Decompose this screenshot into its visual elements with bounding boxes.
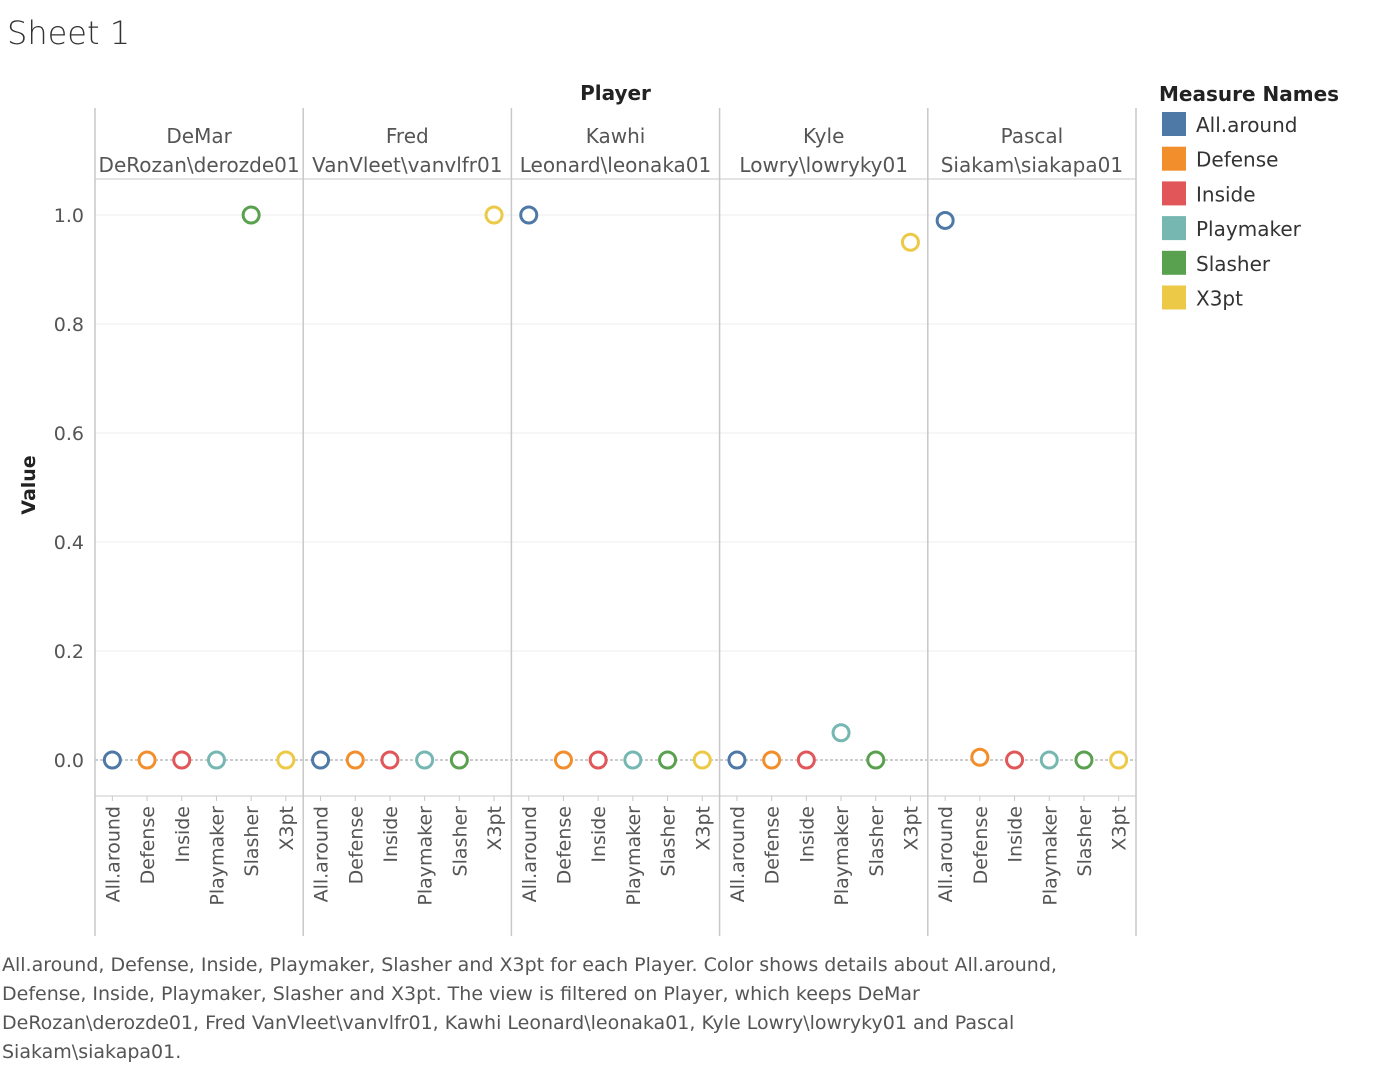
x-tick-label: X3pt: [1109, 806, 1131, 851]
data-point: [519, 205, 539, 225]
data-point: [206, 750, 226, 770]
x-tick-label: All.around: [935, 806, 957, 902]
player-header-line2: Lowry\lowryky01: [739, 153, 908, 177]
x-tick-label: Playmaker: [623, 806, 645, 906]
x-tick-label: X3pt: [484, 806, 506, 851]
data-point: [1005, 750, 1025, 770]
legend-swatch: [1162, 181, 1186, 206]
data-point: [1039, 750, 1059, 770]
x-tick-label: Defense: [762, 806, 784, 884]
data-point: [553, 750, 573, 770]
y-tick-label: 1.0: [54, 205, 84, 227]
y-tick-label: 0.2: [54, 641, 84, 663]
x-tick-label: Inside: [380, 806, 402, 863]
player-header-line2: DeRozan\derozde01: [99, 153, 300, 177]
x-tick-label: Inside: [588, 806, 610, 863]
data-point: [311, 750, 331, 770]
player-header-line1: Kyle: [803, 124, 844, 148]
x-tick-label: Slasher: [866, 806, 888, 877]
data-point: [484, 205, 504, 225]
data-point: [970, 747, 990, 767]
player-header-line1: Kawhi: [586, 124, 646, 148]
y-tick-label: 0.8: [54, 314, 84, 336]
x-tick-label: Defense: [553, 806, 575, 884]
data-point: [415, 750, 435, 770]
chart-caption: All.around, Defense, Inside, Playmaker, …: [2, 954, 1057, 1063]
x-tick-label: Defense: [970, 806, 992, 884]
data-point: [866, 750, 886, 770]
x-tick-label: Defense: [137, 806, 159, 884]
data-point: [241, 205, 261, 225]
data-point: [172, 750, 192, 770]
x-tick-label: All.around: [519, 806, 541, 902]
x-tick-label: All.around: [311, 806, 333, 902]
player-header-line1: Fred: [386, 124, 429, 148]
data-point: [796, 750, 816, 770]
y-axis-title: Value: [18, 455, 40, 514]
legend-label: X3pt: [1196, 287, 1243, 311]
x-tick-label: Defense: [345, 806, 367, 884]
data-point: [137, 750, 157, 770]
data-point: [692, 750, 712, 770]
data-point: [900, 232, 920, 252]
x-tick-label: Slasher: [658, 806, 680, 877]
x-tick-label: Inside: [172, 806, 194, 863]
x-tick-label: X3pt: [900, 806, 922, 851]
legend-label: Slasher: [1196, 252, 1271, 276]
x-tick-label: Playmaker: [1039, 806, 1061, 906]
x-tick-label: Playmaker: [415, 806, 437, 906]
data-point: [1109, 750, 1129, 770]
x-tick-label: Playmaker: [206, 806, 228, 906]
column-header-title: Player: [580, 81, 651, 105]
player-header-line1: Pascal: [1001, 124, 1064, 148]
player-header-line2: Siakam\siakapa01: [941, 153, 1123, 177]
data-point: [762, 750, 782, 770]
y-tick-label: 0.0: [54, 750, 84, 772]
legend-swatch: [1162, 146, 1186, 171]
legend-swatch: [1162, 250, 1186, 275]
player-header-line2: Leonard\leonaka01: [520, 153, 712, 177]
data-point: [935, 210, 955, 230]
x-tick-label: All.around: [102, 806, 124, 902]
legend-swatch: [1162, 285, 1186, 310]
y-tick-label: 0.4: [54, 532, 84, 554]
legend-label: Defense: [1196, 148, 1278, 172]
player-header-line2: VanVleet\vanvlfr01: [312, 153, 502, 177]
sheet-title: Sheet 1: [7, 14, 131, 52]
x-tick-label: X3pt: [692, 806, 714, 851]
data-point: [1074, 750, 1094, 770]
data-point: [588, 750, 608, 770]
x-tick-label: All.around: [727, 806, 749, 902]
chart: Player 0.0 0.2 0.4 0.6 0.8 1.0 Value DeMar DeRoza…: [18, 81, 1339, 936]
legend-swatch: [1162, 216, 1186, 241]
x-tick-label: Slasher: [241, 806, 263, 877]
legend-label: Inside: [1196, 182, 1256, 206]
data-point: [727, 750, 747, 770]
data-point: [831, 723, 851, 743]
legend-title: Measure Names: [1159, 82, 1339, 106]
x-tick-label: Playmaker: [831, 806, 853, 906]
data-point: [623, 750, 643, 770]
data-point: [345, 750, 365, 770]
legend-swatch: [1162, 112, 1186, 136]
x-tick-label: Slasher: [1074, 806, 1096, 877]
data-point: [276, 750, 296, 770]
x-tick-label: X3pt: [276, 806, 298, 851]
x-tick-label: Slasher: [449, 806, 471, 877]
x-tick-label: Inside: [796, 806, 818, 863]
data-point: [102, 750, 122, 770]
legend-label: All.around: [1196, 113, 1297, 137]
data-point: [449, 750, 469, 770]
data-point: [658, 750, 678, 770]
y-tick-label: 0.6: [54, 423, 84, 445]
legend-label: Playmaker: [1196, 217, 1302, 241]
x-tick-label: Inside: [1005, 806, 1027, 863]
player-header-line1: DeMar: [166, 124, 232, 148]
data-point: [380, 750, 400, 770]
